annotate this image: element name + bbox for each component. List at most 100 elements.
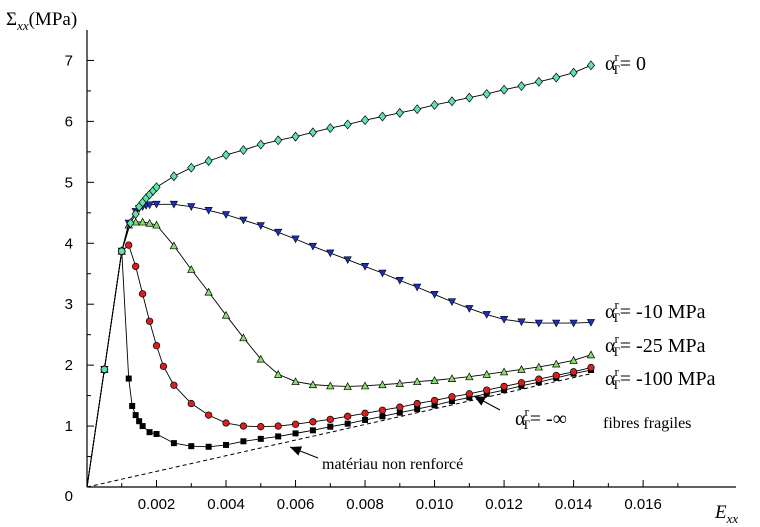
data-point (327, 423, 334, 430)
data-point (187, 399, 195, 408)
data-point (152, 220, 161, 229)
data-point (274, 135, 283, 146)
data-point (534, 76, 543, 87)
data-point (100, 365, 109, 374)
x-axis-title-symbol: E (714, 502, 727, 523)
data-point (118, 247, 126, 255)
data-point (145, 218, 154, 227)
series-label-4: αr T= -∞ (515, 404, 567, 432)
data-point (221, 211, 231, 219)
data-point (326, 415, 334, 424)
data-point (360, 263, 370, 271)
unreinforced-label: matériau non renforcé (322, 456, 463, 473)
data-point (430, 376, 439, 384)
data-point (465, 305, 474, 313)
data-point (447, 96, 456, 107)
data-point (413, 283, 422, 292)
data-point (465, 92, 474, 103)
data-point (222, 419, 230, 427)
x-axis-title-subscript: xx (726, 511, 739, 526)
data-point (499, 367, 509, 376)
y-tick-label: 5 (65, 174, 73, 191)
data-point (326, 381, 335, 390)
data-point (152, 341, 161, 350)
x-tick-label: 0.010 (416, 496, 454, 513)
axes: 0.002 0.004 0.006 0.008 0.010 0.012 0.014 0.016… (65, 30, 736, 513)
data-point (221, 149, 231, 160)
data-point (586, 350, 596, 359)
data-point (361, 409, 369, 417)
data-point (187, 203, 196, 211)
data-point (256, 139, 265, 150)
y-tick-label: 4 (65, 235, 73, 252)
data-point (239, 216, 248, 225)
data-point (344, 412, 352, 420)
data-point (291, 377, 300, 386)
data-point (256, 222, 265, 230)
shared-points (100, 247, 126, 374)
data-point (360, 381, 370, 390)
data-point (395, 107, 404, 118)
data-point (152, 182, 161, 193)
data-point (447, 374, 457, 382)
origin-label: 0 (65, 488, 73, 505)
data-point (378, 380, 387, 389)
data-point (204, 287, 213, 296)
data-point (326, 123, 335, 134)
data-point (362, 416, 369, 423)
x-axis-title: Exx (714, 502, 738, 526)
series-labels-layer: αr T= 0 αr T= -10 MPa αr T= -25 MPa αr T= -100 … (289, 49, 716, 473)
data-point (291, 131, 300, 142)
data-point (152, 200, 161, 209)
data-point (587, 363, 595, 372)
data-point (169, 241, 179, 250)
data-point (291, 235, 300, 244)
data-point (138, 290, 147, 298)
data-point (535, 375, 543, 383)
data-point (413, 399, 421, 408)
data-point (447, 298, 457, 306)
data-point (136, 418, 143, 425)
data-point (138, 217, 147, 226)
data-point (308, 127, 317, 138)
y-axis-title: Σxx(MPa) (6, 9, 77, 33)
series-label-3: αr T= -100 MPa (605, 364, 716, 392)
x-tick-label: 0.008 (346, 496, 384, 513)
data-point (430, 396, 439, 405)
data-point (292, 430, 299, 437)
data-point (483, 386, 491, 394)
data-point (378, 406, 387, 414)
series-3 (86, 241, 595, 488)
data-point (465, 390, 473, 398)
data-point (159, 362, 168, 371)
data-point (187, 265, 196, 273)
data-point (517, 81, 526, 92)
data-point (145, 317, 154, 325)
data-point (378, 111, 387, 122)
series-line (86, 203, 591, 488)
data-point (430, 99, 439, 110)
data-point (308, 380, 318, 389)
data-point (275, 433, 282, 440)
data-point (205, 443, 212, 450)
data-point (204, 156, 213, 166)
data-point (448, 398, 455, 405)
data-point (309, 427, 316, 434)
data-point (326, 249, 335, 258)
x-tick-label: 0.014 (555, 496, 593, 513)
x-tick-label: 0.016 (624, 496, 662, 513)
data-point (256, 354, 265, 363)
series-layer (86, 60, 596, 488)
data-point (396, 409, 403, 416)
data-point (482, 311, 491, 319)
fibres-fragiles-label: fibres fragiles (603, 415, 691, 432)
data-point (552, 371, 560, 380)
series-label-1: αr T= -10 MPa (605, 297, 706, 325)
unreinforced-arrow-head (290, 446, 303, 456)
data-point (465, 372, 474, 381)
data-point (430, 291, 439, 299)
data-point (517, 365, 526, 373)
data-point (552, 319, 561, 328)
data-point (239, 422, 248, 430)
data-point (132, 262, 140, 271)
